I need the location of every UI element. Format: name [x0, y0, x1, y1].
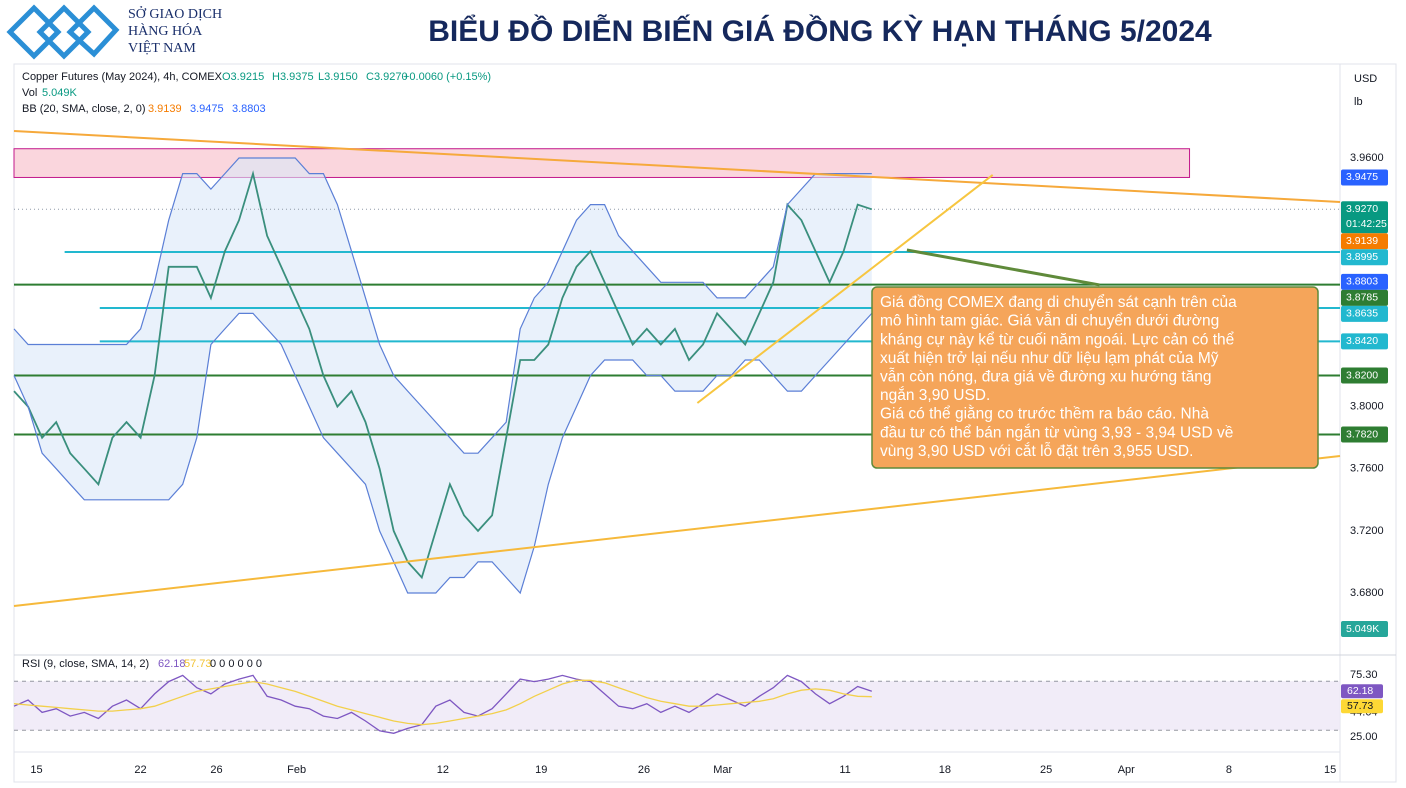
price-tag	[1341, 367, 1388, 384]
y-tick-label: 3.9600	[1350, 152, 1384, 164]
annotation-line: vẫn còn nóng, đưa giá về đường xu hướng …	[880, 368, 1212, 385]
x-tick-label: 25	[1040, 764, 1052, 776]
rsi-legend: 62.18	[158, 658, 186, 670]
unit-label: lb	[1354, 96, 1363, 108]
price-tag-label: 3.8785	[1346, 292, 1378, 304]
annotation-box	[871, 286, 1319, 469]
legend-ohlc: H3.9375	[272, 71, 314, 83]
price-tag	[1341, 233, 1388, 250]
rsi-tick-label: 75.30	[1350, 669, 1378, 681]
annotation-line: xuất hiện trở lại nếu như dữ liệu lạm ph…	[880, 350, 1219, 367]
trendline	[696, 174, 994, 404]
price-tag-label: 3.8995	[1346, 251, 1378, 263]
logo-mark	[6, 4, 120, 60]
price-tag	[1341, 201, 1388, 234]
page-title: BIỂU ĐỒ DIỄN BIẾN GIÁ ĐỒNG KỲ HẠN THÁNG …	[428, 14, 1212, 48]
x-tick-label: 15	[1324, 764, 1336, 776]
rsi-tag-label: 62.18	[1347, 685, 1373, 697]
annotation-line: đầu tư có thể bán ngắn từ vùng 3,93 - 3,…	[880, 424, 1233, 441]
price-tag-label: 3.8200	[1346, 369, 1378, 381]
price-countdown: 01:42:25	[1346, 218, 1387, 230]
rsi-legend: 57.73	[184, 658, 212, 670]
legend-ohlc: +0.0060 (+0.15%)	[403, 71, 491, 83]
y-tick-label: 3.7200	[1350, 525, 1384, 537]
volume-tag-label: 5.049K	[1346, 623, 1379, 635]
annotation-line: Giá đồng COMEX đang di chuyển sát cạnh t…	[880, 294, 1237, 311]
legend-bb-value: 3.9475	[190, 103, 224, 115]
annotation-line: mô hình tam giác. Giá vẫn di chuyển dưới…	[880, 313, 1219, 330]
x-tick-label: Feb	[287, 764, 306, 776]
price-tag	[1341, 305, 1388, 322]
logo-text: SỞ GIAO DỊCH	[128, 5, 222, 22]
bb-fill	[14, 158, 872, 593]
price-tag-label: 3.8803	[1346, 276, 1378, 288]
annotation-line: ngắn 3,90 USD.	[880, 387, 990, 404]
bb-band	[13, 157, 872, 454]
legend-ohlc: O3.9215	[222, 71, 264, 83]
x-tick-label: 18	[939, 764, 951, 776]
rsi-tag-label: 57.73	[1347, 700, 1373, 712]
x-tick-label: 15	[30, 764, 42, 776]
price-tag	[1341, 333, 1388, 350]
bb-band	[13, 312, 873, 595]
legend-vol-value: 5.049K	[42, 87, 78, 99]
y-tick-label: 3.6800	[1350, 587, 1384, 599]
logo-text: VIỆT NAM	[128, 39, 196, 56]
rsi-legend: 0 0 0 0 0 0	[210, 658, 262, 670]
annotation-line: vùng 3,90 USD với cắt lỗ đặt trên 3,955 …	[880, 443, 1193, 460]
x-tick-label: Mar	[713, 764, 732, 776]
price-tag	[1341, 249, 1388, 266]
annotation-line: kháng cự này kể từ cuối năm ngoái. Lực c…	[880, 331, 1234, 348]
legend-bb: BB (20, SMA, close, 2, 0)	[22, 103, 146, 115]
annotation-line: Giá có thể giằng co trước thềm ra báo cá…	[880, 406, 1209, 423]
x-tick-label: Apr	[1118, 764, 1135, 776]
x-tick-label: 26	[210, 764, 222, 776]
volume-tag	[1341, 621, 1388, 637]
price-tag-label: 3.9139	[1346, 235, 1378, 247]
legend-ohlc: L3.9150	[318, 71, 358, 83]
x-tick-label: 22	[134, 764, 146, 776]
price-tag-label: 3.8635	[1346, 308, 1378, 320]
rsi-tick-label: 25.00	[1350, 731, 1378, 743]
y-tick-label: 3.8000	[1350, 400, 1384, 412]
legend-bb-value: 3.8803	[232, 103, 266, 115]
price-tag-label: 3.9270	[1346, 203, 1378, 215]
rsi-tag	[1341, 699, 1383, 714]
logo-text: HÀNG HÓA	[128, 22, 203, 39]
legend-bb-value: 3.9139	[148, 103, 182, 115]
legend-vol: Vol	[22, 87, 37, 99]
rsi-band	[14, 681, 1340, 731]
trendline	[906, 248, 1100, 287]
x-tick-label: 19	[535, 764, 547, 776]
rsi-line	[13, 674, 873, 734]
legend-symbol: Copper Futures (May 2024), 4h, COMEX	[22, 71, 223, 83]
y-tick-label: 3.7600	[1350, 463, 1384, 475]
rsi-legend: RSI (9, close, SMA, 14, 2)	[22, 658, 149, 670]
x-tick-label: 26	[638, 764, 650, 776]
price-tag-label: 3.7820	[1346, 428, 1378, 440]
x-tick-label: 8	[1226, 764, 1232, 776]
price-tag	[1341, 426, 1388, 443]
unit-label: USD	[1354, 73, 1377, 85]
rsi-ma-line	[13, 679, 872, 726]
price-line	[13, 170, 873, 580]
price-tag	[1341, 169, 1388, 186]
rsi-tag	[1341, 684, 1383, 699]
x-tick-label: 11	[839, 764, 850, 776]
price-tag	[1341, 289, 1388, 306]
price-tag-label: 3.9475	[1346, 171, 1378, 183]
price-tag-label: 3.8420	[1346, 335, 1378, 347]
x-tick-label: 12	[437, 764, 449, 776]
chart-frame	[13, 63, 1397, 783]
price-tag	[1341, 273, 1388, 290]
trendline	[13, 130, 1341, 204]
legend-ohlc: C3.9270	[366, 71, 408, 83]
trendline	[13, 454, 1341, 608]
